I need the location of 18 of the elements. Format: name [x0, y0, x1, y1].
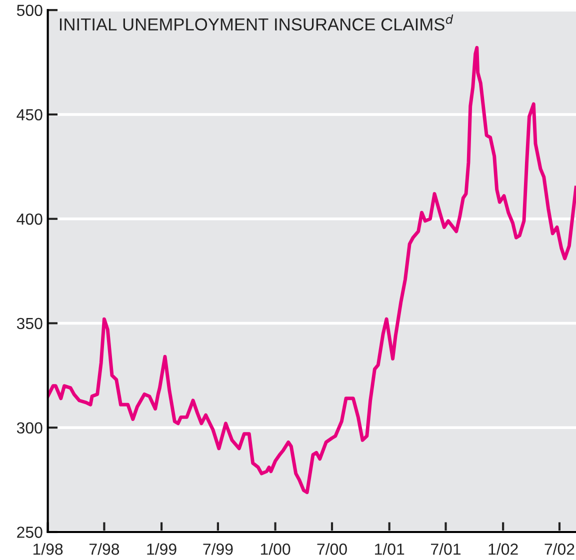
y-tick-label: 400	[16, 213, 42, 225]
y-tick-label: 250	[17, 526, 42, 538]
x-tick-label: 7/99	[203, 543, 233, 555]
x-tick-label: 1/98	[33, 543, 63, 555]
y-tick-label: 450	[16, 109, 42, 120]
x-tick-label: 7/02	[544, 543, 574, 555]
x-tick-label: 7/01	[431, 543, 461, 555]
x-tick-label: 1/01	[375, 543, 404, 555]
x-tick-label: 1/99	[147, 543, 176, 555]
x-tick-label: 7/00	[317, 543, 347, 555]
y-tick-label: 300	[16, 422, 42, 434]
y-tick-label: 500	[16, 4, 42, 16]
line-series	[48, 46, 576, 494]
x-tick-label: 1/02	[488, 543, 518, 555]
x-tick-label: 7/98	[89, 543, 120, 555]
y-tick-label: 350	[16, 318, 42, 330]
chart-title: INITIAL UNEMPLOYMENT INSURANCE CLAIMS$^{d}$	[60, 14, 454, 31]
x-tick-label: 1/00	[260, 543, 290, 555]
